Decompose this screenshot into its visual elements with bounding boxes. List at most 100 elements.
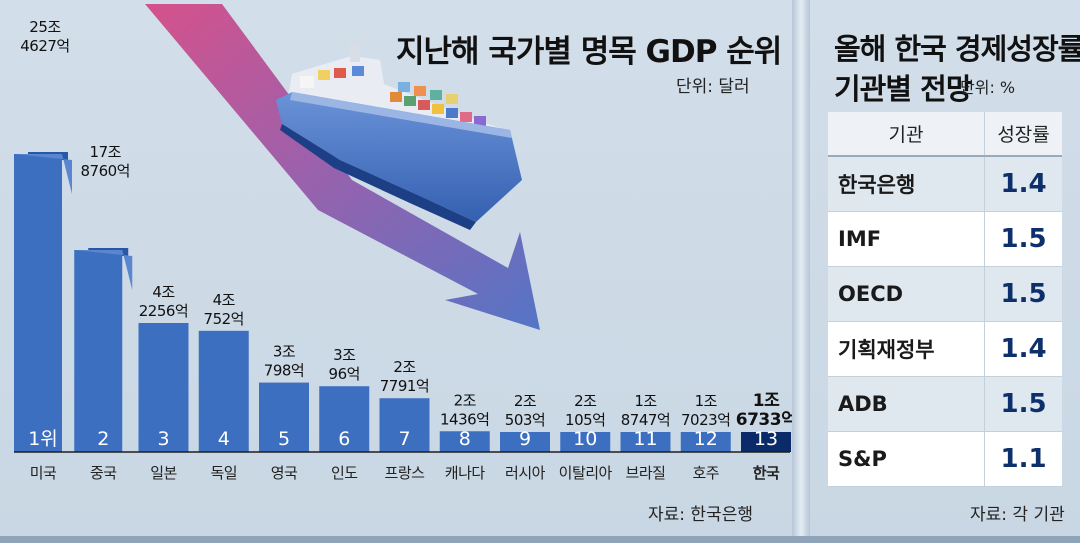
- data-label-hundred-million: 7023억: [681, 411, 730, 429]
- gdp-chart-title: 지난해 국가별 명목 GDP 순위: [396, 34, 782, 70]
- table-row: ADB 1.5: [828, 376, 1062, 432]
- data-label-hundred-million: 2256억: [139, 302, 188, 320]
- country-tick-label: 호주: [692, 464, 719, 482]
- country-tick-label: 중국: [90, 464, 117, 482]
- bar: [560, 432, 611, 452]
- growth-forecast-table: 기관 성장률 한국은행 1.4 IMF 1.5 OECD 1.5 기: [828, 112, 1062, 487]
- data-label-trillion: 3조: [333, 346, 356, 364]
- bar: [500, 432, 550, 452]
- growth-rate-cell: 1.5: [984, 376, 1062, 432]
- data-label-trillion: 3조: [273, 343, 296, 361]
- table-row: S&P 1.1: [828, 431, 1062, 487]
- rank-label: 9: [519, 428, 531, 450]
- bar: [74, 250, 123, 452]
- data-label-trillion: 4조: [152, 283, 175, 301]
- country-tick-label: 독일: [210, 464, 237, 482]
- data-label-hundred-million: 8747억: [621, 411, 670, 429]
- data-label-hundred-million: 6733억: [736, 410, 792, 430]
- rank-label: 10: [573, 428, 597, 450]
- country-tick-label: 브라질: [626, 464, 666, 482]
- growth-source-label: 자료: 각 기관: [970, 505, 1065, 525]
- gdp-chart-panel: 25조 4627억 17조 8760억 4조 2256억 4조 752억 3조 798억 3조 96억…: [14, 4, 797, 525]
- data-label-hundred-million: 1436억: [440, 410, 489, 428]
- data-label-hundred-million: 798억: [264, 362, 304, 380]
- data-label-hundred-million: 752억: [204, 310, 244, 328]
- country-tick-label: 일본: [150, 464, 177, 482]
- growth-rate-cell: 1.5: [984, 266, 1062, 322]
- growth-rate-cell: 1.5: [984, 211, 1062, 267]
- growth-title-line2: 기관별 전망: [834, 72, 972, 106]
- bar: [741, 432, 791, 452]
- growth-rate-cell: 1.4: [984, 321, 1062, 377]
- data-label-hundred-million: 8760억: [81, 162, 130, 180]
- falling-arrow-decoration: [145, 4, 540, 330]
- growth-title-line1: 올해 한국 경제성장률: [834, 32, 1080, 66]
- cargo-ship-illustration: [276, 44, 522, 230]
- rank-label: 7: [398, 428, 410, 450]
- bar: [138, 323, 189, 452]
- country-tick-label: 프랑스: [385, 464, 426, 482]
- institution-cell: OECD: [828, 266, 985, 322]
- country-tick-label: 인도: [331, 464, 358, 482]
- gdp-unit-label: 단위: 달러: [676, 77, 750, 97]
- country-tick-label: 이탈리아: [559, 464, 613, 482]
- growth-forecast-panel: 올해 한국 경제성장률 기관별 전망 단위: % 기관 성장률 한국은행 1.4…: [810, 0, 1080, 536]
- growth-unit-label: 단위: %: [960, 78, 1016, 97]
- data-label-hundred-million: 4627억: [20, 37, 69, 55]
- data-label-hundred-million: 105억: [565, 411, 605, 429]
- data-label-trillion: 2조: [514, 392, 537, 410]
- institution-cell: IMF: [828, 211, 985, 267]
- data-label-trillion: 2조: [454, 391, 477, 409]
- data-label-hundred-million: 7791억: [380, 377, 429, 395]
- gdp-source-label: 자료: 한국은행: [648, 505, 753, 525]
- institution-cell: ADB: [828, 376, 985, 432]
- bar: [259, 382, 309, 452]
- table-row: OECD 1.5: [828, 266, 1062, 322]
- rank-label: 5: [278, 428, 290, 450]
- country-tick-label: 러시아: [505, 464, 546, 482]
- data-label-trillion: 4조: [213, 291, 236, 309]
- data-label-trillion: 25조: [29, 18, 61, 36]
- country-tick-label: 캐나다: [445, 464, 486, 482]
- institution-cell: S&P: [828, 431, 985, 487]
- country-tick-label: 한국: [753, 464, 780, 482]
- table-header-row: 기관 성장률: [828, 112, 1062, 157]
- rank-label: 4: [218, 428, 230, 450]
- growth-rate-cell: 1.4: [984, 156, 1062, 212]
- column-header-growth-rate: 성장률: [984, 112, 1062, 157]
- panel-divider: [792, 0, 810, 536]
- rank-label: 11: [633, 428, 657, 450]
- rank-label: 2: [97, 428, 109, 450]
- institution-cell: 한국은행: [828, 156, 985, 212]
- data-label-trillion: 17조: [90, 143, 122, 161]
- bar: [14, 154, 62, 452]
- data-label-hundred-million: 96억: [329, 365, 360, 383]
- column-header-institution: 기관: [828, 112, 985, 157]
- data-label-trillion: 2조: [574, 392, 597, 410]
- table-row: IMF 1.5: [828, 211, 1062, 267]
- country-tick-label: 미국: [30, 464, 57, 482]
- growth-rate-cell: 1.1: [984, 431, 1062, 487]
- table-row: 한국은행 1.4: [828, 156, 1062, 212]
- data-label-trillion: 2조: [393, 358, 416, 376]
- bar: [319, 386, 370, 452]
- bar: [680, 432, 731, 452]
- rank-label: 1위: [28, 428, 58, 450]
- bar: [198, 330, 249, 452]
- rank-label: 8: [459, 428, 471, 450]
- bar: [620, 432, 671, 452]
- gdp-bar-chart: 25조4627억17조8760억4조2256억4조752억3조798억3조96억…: [14, 4, 797, 482]
- bar: [379, 398, 430, 452]
- rank-label: 3: [157, 428, 169, 450]
- bar: [439, 431, 490, 452]
- data-label-hundred-million: 503억: [505, 411, 545, 429]
- institution-cell: 기획재정부: [828, 321, 985, 377]
- rank-label: 13: [754, 428, 778, 450]
- table-row: 기획재정부 1.4: [828, 321, 1062, 377]
- data-label-trillion: 1조: [753, 391, 780, 411]
- country-tick-label: 영국: [271, 464, 298, 482]
- rank-label: 12: [694, 428, 718, 450]
- rank-label: 6: [338, 428, 350, 450]
- data-label-trillion: 1조: [695, 392, 718, 410]
